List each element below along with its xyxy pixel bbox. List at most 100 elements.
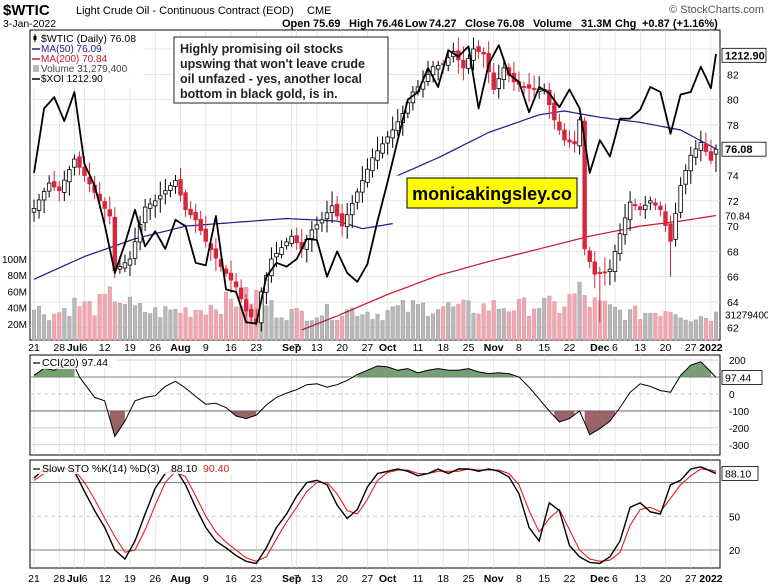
candle-body [638, 206, 643, 211]
volume-bar [47, 320, 52, 341]
volume-bar [52, 313, 57, 341]
chart-exchange: CME [307, 5, 331, 17]
candle [395, 109, 400, 136]
candle-body [324, 212, 330, 220]
volume-bar [537, 308, 542, 341]
candle-body [107, 209, 112, 217]
candle [375, 136, 380, 170]
x-tick-label: Aug [170, 573, 190, 585]
volume-bar [112, 301, 117, 341]
sto-tick-label: 20 [729, 546, 741, 557]
x-tick-label: 19 [124, 573, 136, 585]
candle-body [193, 211, 198, 221]
x-tick-label: 25 [463, 342, 475, 354]
sto-last-label: 88.10 [725, 468, 751, 480]
brand-label-text: monicakingsley.co [412, 184, 572, 204]
volume-bar [309, 320, 314, 341]
volume-label: Volume [533, 18, 572, 30]
candle-body [213, 248, 219, 259]
volume-bar [557, 312, 562, 341]
price-last-box [721, 141, 767, 157]
candle [698, 130, 704, 162]
candle-body [127, 258, 133, 266]
volume-bar [713, 311, 719, 341]
cci-last-box [721, 370, 763, 385]
sto-legend-prefix: Slow STO %K(14) %D(3) [42, 463, 160, 475]
volume-bar [582, 295, 587, 341]
candle [57, 181, 62, 202]
candle-body [557, 121, 562, 131]
volume-bar [117, 302, 122, 341]
cci-tick-label: -300 [729, 441, 749, 452]
cci-panel-frame [29, 354, 721, 456]
price-tick-label: 64 [727, 297, 739, 309]
candle [163, 179, 168, 205]
volume-bar [698, 316, 703, 341]
volume-bar [527, 315, 532, 341]
candle-body [72, 158, 77, 168]
candle [557, 113, 562, 135]
legend-xoi: $XOI 1212.90 [41, 74, 103, 85]
candle-body [82, 166, 87, 176]
open-value: 75.69 [313, 18, 341, 30]
candle [380, 136, 385, 159]
candle-body [577, 119, 582, 147]
candle [526, 73, 532, 102]
close-label: Close [465, 18, 495, 30]
candle-body [476, 46, 481, 52]
x-tick-label: Oct [379, 342, 397, 354]
price-last-label: 1212.90 [725, 50, 765, 62]
candle-body [496, 78, 501, 89]
x-tick-label: 20 [660, 342, 672, 354]
volume-bar [547, 295, 552, 341]
x-tick-label: 6 [612, 342, 618, 354]
candle [67, 165, 72, 196]
x-tick-label: 28 [53, 342, 65, 354]
candle-body [233, 281, 239, 288]
volume-bar [304, 320, 309, 341]
volume-bar [562, 306, 567, 341]
x-tick-label: Dec [590, 573, 609, 585]
x-tick-label: 20 [336, 342, 348, 354]
volume-bar [617, 309, 623, 341]
cci-tick-label: -100 [729, 407, 749, 418]
price-last-box [721, 47, 767, 63]
volume-bar [481, 303, 486, 341]
brand-label: monicakingsley.co [406, 177, 578, 209]
x-tick-label: Jul [67, 573, 82, 585]
candle-body [446, 57, 451, 66]
volume-bar [153, 307, 158, 341]
volume-bar [330, 320, 335, 341]
volume-bar [203, 314, 208, 341]
candle-body [526, 84, 532, 89]
volume-bar [173, 308, 178, 341]
volume-bar [426, 316, 431, 341]
cci-oversold-fill [584, 410, 615, 435]
volume-bar [279, 317, 284, 341]
brand-label-bg [406, 177, 578, 209]
candle-body [117, 266, 123, 270]
x-tick-label: 19 [124, 342, 136, 354]
candle [168, 182, 173, 198]
ma50-line-late [397, 110, 717, 177]
x-tick-label: Sep [282, 342, 301, 354]
ma200-line [301, 214, 717, 331]
candle-body [607, 268, 613, 273]
candle-body [158, 195, 163, 200]
candle [471, 37, 476, 71]
candle-body [51, 181, 57, 188]
x-tick-label: 18 [437, 573, 449, 585]
candle-body [168, 185, 173, 191]
sto-last-box [721, 465, 759, 481]
candle [122, 254, 128, 273]
candle-body [274, 252, 279, 258]
volume-bar [653, 313, 658, 341]
volume-bar [678, 317, 683, 341]
candle-body [597, 271, 603, 274]
candle [627, 191, 633, 231]
candle [435, 60, 441, 81]
candle [188, 201, 193, 219]
candle-body [249, 309, 254, 317]
candle-body [339, 213, 345, 227]
cci-legend-text: CCI(20) 97.44 [42, 357, 108, 369]
